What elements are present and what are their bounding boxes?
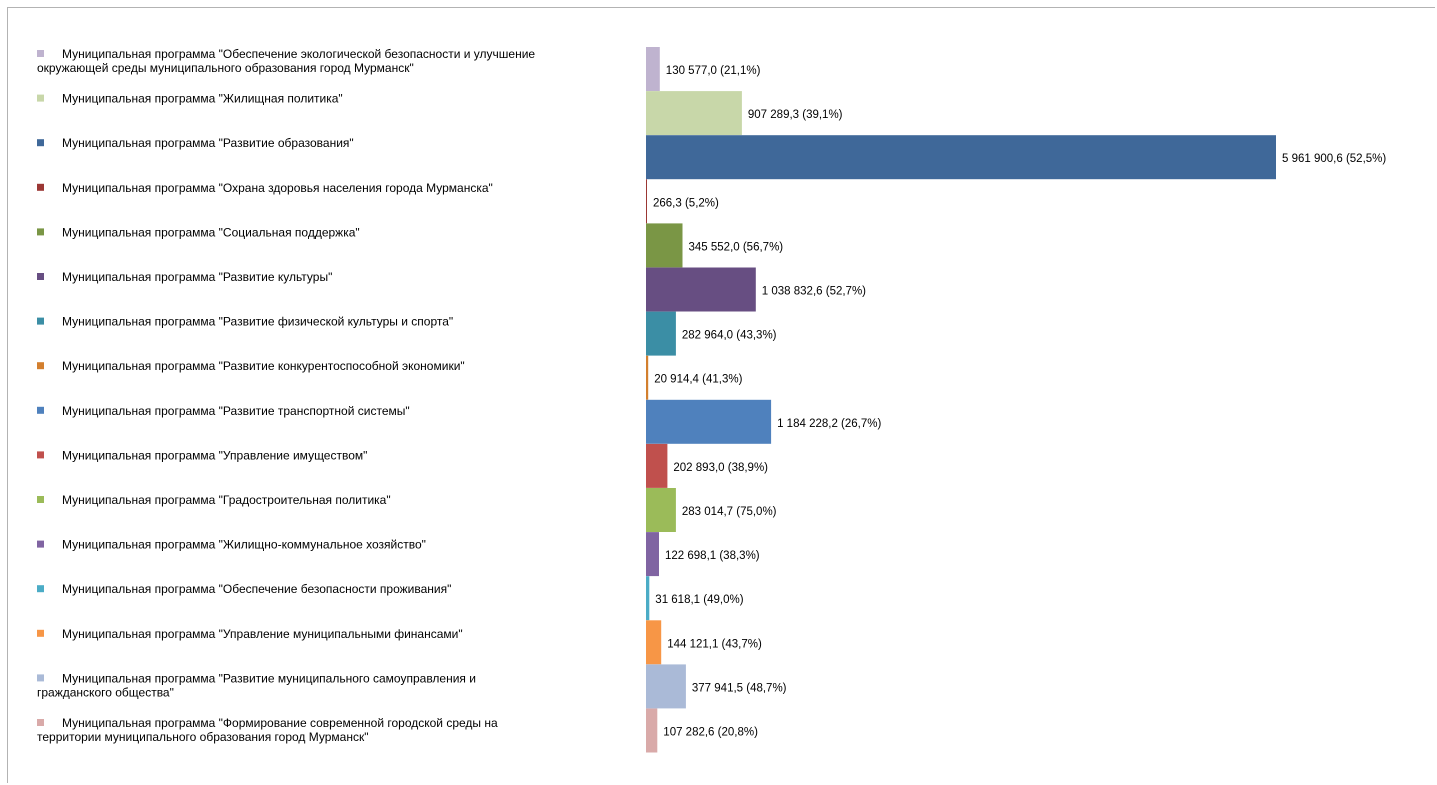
data-label-16: 107 282,6 (20,8%) — [663, 727, 758, 739]
data-label-8: 20 914,4 (41,3%) — [654, 374, 742, 386]
data-label-9: 1 184 228,2 (26,7%) — [777, 418, 881, 430]
legend-label-8: Муниципальная программа "Развитие конкур… — [62, 359, 465, 373]
legend-label-16-line-2: территории муниципального образования го… — [37, 730, 369, 744]
legend-label-5: Муниципальная программа "Социальная подд… — [62, 225, 360, 239]
data-label-10: 202 893,0 (38,9%) — [673, 462, 768, 474]
legend-label-15: Муниципальная программа "Развитие муници… — [62, 671, 476, 685]
bar-6 — [646, 267, 756, 312]
bar-2 — [646, 91, 742, 136]
legend-label-2: Муниципальная программа "Жилищная полити… — [62, 92, 343, 106]
data-label-1: 130 577,0 (21,1%) — [666, 65, 761, 77]
bar-9 — [646, 399, 772, 444]
data-label-7: 282 964,0 (43,3%) — [682, 330, 777, 342]
legend-swatch-3 — [37, 139, 44, 147]
legend-swatch-5 — [37, 228, 44, 236]
data-label-4: 266,3 (5,2%) — [653, 197, 719, 209]
legend-label-12: Муниципальная программа "Жилищно-коммуна… — [62, 538, 426, 552]
data-label-13: 31 618,1 (49,0%) — [655, 594, 743, 606]
legend-swatch-9 — [37, 406, 44, 414]
bar-1 — [646, 47, 660, 91]
data-label-11: 283 014,7 (75,0%) — [682, 506, 777, 518]
legend-swatch-2 — [37, 94, 44, 102]
legend-label-9: Муниципальная программа "Развитие трансп… — [62, 404, 410, 418]
legend-swatch-16 — [37, 719, 44, 726]
legend-swatch-14 — [37, 629, 44, 637]
bar-4 — [646, 179, 647, 224]
legend-swatch-12 — [37, 540, 44, 548]
legend-swatch-15 — [37, 674, 44, 682]
bar-14 — [646, 620, 662, 665]
legend-swatch-8 — [37, 362, 44, 370]
legend-swatch-13 — [37, 585, 44, 593]
legend-label-10: Муниципальная программа "Управление имущ… — [62, 448, 367, 462]
legend-swatch-1 — [37, 50, 44, 57]
legend-label-6: Муниципальная программа "Развитие культу… — [62, 270, 332, 284]
bar-5 — [646, 223, 683, 268]
legend-label-3: Муниципальная программа "Развитие образо… — [62, 136, 354, 150]
legend-label-16: Муниципальная программа "Формирование со… — [62, 716, 498, 730]
legend-swatch-6 — [37, 273, 44, 280]
legend-swatch-11 — [37, 496, 44, 503]
legend-swatch-7 — [37, 317, 44, 325]
data-label-15: 377 941,5 (48,7%) — [692, 682, 787, 694]
legend-label-14: Муниципальная программа "Управление муни… — [62, 627, 463, 641]
legend-label-1-line-2: окружающей среды муниципального образова… — [37, 61, 414, 75]
bar-8 — [646, 355, 649, 400]
bar-11 — [646, 488, 676, 532]
bar-13 — [646, 576, 650, 621]
data-label-5: 345 552,0 (56,7%) — [689, 241, 784, 253]
data-label-14: 144 121,1 (43,7%) — [667, 638, 762, 650]
legend-label-4: Муниципальная программа "Охрана здоровья… — [62, 181, 493, 195]
legend-label-11: Муниципальная программа "Градостроительн… — [62, 493, 391, 507]
data-label-2: 907 289,3 (39,1%) — [748, 109, 843, 121]
bar-7 — [646, 311, 676, 356]
chart-frame — [7, 7, 1435, 783]
legend-label-15-line-2: гражданского общества" — [37, 685, 174, 699]
legend-label-1: Муниципальная программа "Обеспечение эко… — [62, 47, 535, 61]
bar-16 — [646, 708, 658, 753]
legend-swatch-4 — [37, 183, 44, 191]
data-label-6: 1 038 832,6 (52,7%) — [762, 286, 866, 298]
data-label-3: 5 961 900,6 (52,5%) — [1282, 153, 1386, 165]
bar-10 — [646, 443, 668, 488]
data-label-12: 122 698,1 (38,3%) — [665, 550, 760, 562]
bar-12 — [646, 532, 659, 577]
bar-3 — [646, 135, 1276, 180]
legend-swatch-10 — [37, 451, 44, 459]
legend-label-7: Муниципальная программа "Развитие физиче… — [62, 315, 453, 329]
bar-15 — [646, 664, 686, 709]
legend-label-13: Муниципальная программа "Обеспечение без… — [62, 582, 451, 596]
